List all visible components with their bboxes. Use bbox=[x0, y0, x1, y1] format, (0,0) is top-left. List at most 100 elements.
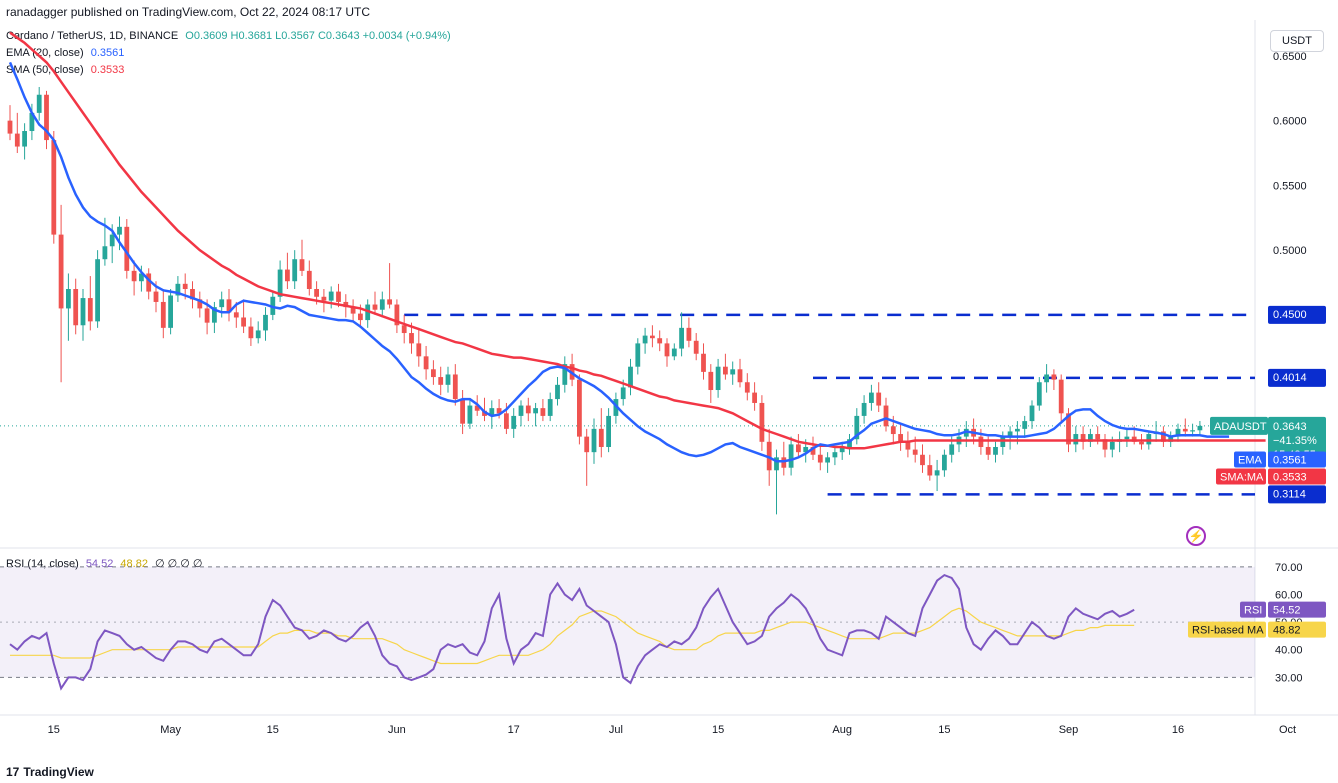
symbol-tag-bg bbox=[1210, 416, 1268, 435]
ema20-line bbox=[8, 61, 1230, 463]
candle-body bbox=[489, 408, 495, 416]
candle-body bbox=[51, 140, 57, 235]
candle-body bbox=[182, 283, 188, 289]
candle-body bbox=[555, 384, 560, 400]
candle-body bbox=[1146, 434, 1152, 445]
candle-body bbox=[1088, 434, 1093, 442]
candle-body bbox=[117, 226, 122, 235]
time-tick-label: 15 bbox=[48, 724, 60, 736]
ema-value-tag-bg bbox=[1268, 451, 1326, 468]
time-tick-label: Sep bbox=[1059, 724, 1079, 736]
candle-body bbox=[248, 326, 254, 339]
candle-body bbox=[314, 289, 319, 297]
candle-body bbox=[226, 299, 232, 313]
candle-body bbox=[1000, 436, 1006, 447]
candle-body bbox=[985, 446, 991, 455]
candle-body bbox=[379, 299, 385, 310]
candle-body bbox=[58, 234, 64, 309]
symbol-tag: ADAUSDT bbox=[1214, 421, 1267, 433]
candle-body bbox=[788, 444, 794, 468]
symbol-legend: Cardano / TetherUS, 1D, BINANCE O0.3609 … bbox=[6, 30, 451, 42]
ema-legend-value: 0.3561 bbox=[90, 47, 125, 59]
candle-body bbox=[423, 356, 429, 370]
ema-legend: EMA (20, close) 0.3561 bbox=[6, 47, 124, 59]
candle-body bbox=[1051, 374, 1057, 380]
price-tag-bg bbox=[1268, 416, 1326, 463]
candle-body bbox=[1182, 428, 1188, 432]
price-tick-label: 0.6500 bbox=[1273, 51, 1307, 63]
rsi-tick-label: 40.00 bbox=[1275, 645, 1303, 657]
level-450-tag: 0.4500 bbox=[1268, 305, 1326, 324]
candle-body bbox=[233, 312, 239, 318]
level-3114-tag-text: 0.3114 bbox=[1273, 488, 1306, 500]
candle-body bbox=[993, 446, 998, 455]
ema-value-tag: 0.3561 bbox=[1273, 455, 1307, 467]
time-tick-label: 17 bbox=[508, 724, 520, 736]
tradingview-footer[interactable]: 17 TradingView bbox=[6, 765, 94, 779]
candle-body bbox=[1102, 439, 1108, 450]
candle-body bbox=[591, 428, 597, 453]
candle-body bbox=[839, 446, 845, 453]
candle-body bbox=[577, 379, 582, 437]
candle-body bbox=[861, 402, 867, 416]
candle-body bbox=[131, 270, 137, 282]
rsi-value-tag-bg bbox=[1268, 601, 1326, 618]
price-chart[interactable]: 0.65000.60000.55000.500070.0060.0050.004… bbox=[0, 20, 1338, 755]
candle-body bbox=[744, 382, 750, 393]
candle-body bbox=[708, 371, 714, 391]
candle-body bbox=[372, 304, 378, 310]
candle-body bbox=[292, 259, 298, 282]
candle-body bbox=[204, 308, 210, 323]
sma50-line bbox=[9, 31, 1266, 450]
price-tag: 0.3643 bbox=[1273, 421, 1307, 433]
candle-body bbox=[540, 408, 546, 416]
candle-body bbox=[1044, 374, 1049, 383]
candle-body bbox=[336, 291, 341, 302]
candle-body bbox=[496, 408, 502, 414]
candle-body bbox=[44, 94, 49, 141]
level-4014-tag-text: 0.4014 bbox=[1273, 372, 1307, 384]
candle-body bbox=[95, 259, 100, 322]
candle-body bbox=[635, 343, 641, 367]
candle-body bbox=[942, 454, 947, 471]
candle-body bbox=[1073, 434, 1079, 445]
flash-icon[interactable]: ⚡ bbox=[1186, 526, 1206, 546]
time-tick-label: Aug bbox=[832, 724, 852, 736]
candle-body bbox=[109, 234, 115, 247]
symbol-title: Cardano / TetherUS, 1D, BINANCE bbox=[6, 30, 179, 42]
candle-body bbox=[328, 291, 334, 301]
candle-body bbox=[277, 269, 283, 297]
candle-body bbox=[452, 374, 458, 400]
time-tick-label: May bbox=[160, 724, 181, 736]
candle-body bbox=[153, 291, 159, 302]
tradingview-brand: TradingView bbox=[23, 765, 94, 779]
candle-body bbox=[934, 470, 940, 476]
candle-body bbox=[306, 270, 312, 289]
level-450-tag-text: 0.4500 bbox=[1273, 309, 1307, 321]
currency-selector[interactable]: USDT bbox=[1270, 30, 1324, 52]
candle-body bbox=[168, 295, 173, 328]
candle-body bbox=[511, 415, 517, 429]
candle-body bbox=[620, 387, 626, 400]
candle-body bbox=[781, 457, 787, 468]
candle-body bbox=[394, 304, 400, 326]
candle-body bbox=[920, 454, 925, 466]
candle-body bbox=[890, 426, 896, 435]
time-tick-label: 16 bbox=[1172, 724, 1184, 736]
rsi-tick-label: 70.00 bbox=[1275, 562, 1303, 574]
candle-body bbox=[547, 399, 553, 416]
candle-body bbox=[36, 94, 42, 113]
candle-body bbox=[1036, 382, 1042, 406]
time-tick-label: 15 bbox=[267, 724, 279, 736]
candle-body bbox=[263, 314, 268, 331]
candle-body bbox=[628, 366, 633, 388]
candle-body bbox=[1124, 436, 1130, 440]
candle-body bbox=[562, 364, 568, 385]
candle-body bbox=[1095, 434, 1101, 440]
candle-body bbox=[387, 299, 392, 305]
candle-body bbox=[642, 335, 648, 344]
candle-body bbox=[29, 112, 35, 132]
candle-body bbox=[1139, 441, 1144, 445]
sma-legend-label: SMA (50, close) bbox=[6, 64, 84, 76]
sma-value-tag: 0.3533 bbox=[1273, 472, 1307, 484]
